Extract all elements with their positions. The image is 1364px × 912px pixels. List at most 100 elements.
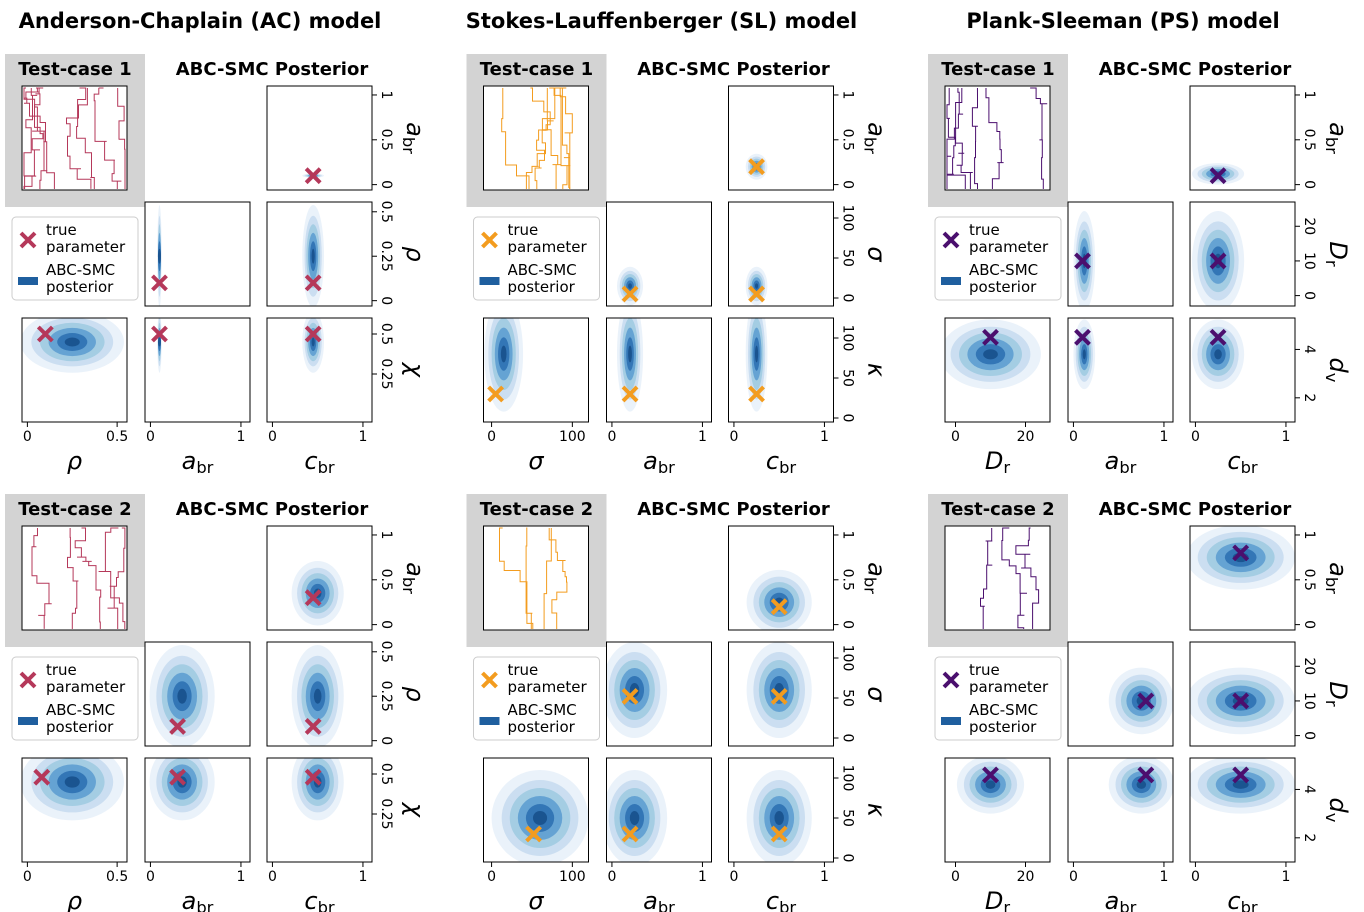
posterior-density xyxy=(65,338,80,347)
y-tick-label: 100 xyxy=(840,645,856,672)
panel xyxy=(157,205,161,307)
x-tick-label: 1 xyxy=(358,429,367,445)
legend-swatch xyxy=(941,717,961,725)
y-tick-label: 100 xyxy=(840,205,856,232)
model-title: Plank-Sleeman (PS) model xyxy=(966,9,1279,33)
posterior-density xyxy=(314,689,322,704)
panel xyxy=(1109,668,1174,735)
y-tick-label: 2 xyxy=(1301,393,1317,402)
x-tick-label: 1 xyxy=(1159,869,1168,885)
axis-label: cbr xyxy=(1227,447,1258,477)
legend-swatch xyxy=(18,717,38,725)
axis-label: χ xyxy=(401,361,429,378)
y-tick-label: 4 xyxy=(1301,345,1317,354)
y-tick-label: 0 xyxy=(378,296,394,305)
y-tick-label: 50 xyxy=(840,809,856,827)
panel xyxy=(940,319,1041,389)
y-tick-label: 10 xyxy=(1301,692,1317,710)
y-tick-label: 0 xyxy=(840,734,856,743)
y-tick-label: 0.5 xyxy=(378,323,394,345)
panel xyxy=(1186,525,1295,590)
legend-entry: true parameter xyxy=(969,662,1061,700)
axis-label: cbr xyxy=(766,447,797,477)
axis-label: cbr xyxy=(1227,887,1258,912)
panel xyxy=(302,205,324,307)
legend-entry: ABC-SMC posterior xyxy=(508,702,600,740)
axis-subscript: br xyxy=(400,137,419,154)
test-case-title: Test-case 2 xyxy=(480,499,593,520)
y-tick-label: 100 xyxy=(840,325,856,352)
axis-subscript: br xyxy=(1119,458,1136,477)
x-tick-label: 0 xyxy=(951,869,960,885)
posterior-density xyxy=(774,811,784,825)
model-title: Anderson-Chaplain (AC) model xyxy=(19,9,382,33)
axis-label: cbr xyxy=(304,447,335,477)
posterior-density xyxy=(755,283,758,289)
axis-label: σ xyxy=(863,246,891,262)
y-tick-label: 0 xyxy=(840,854,856,863)
x-tick-label: 20 xyxy=(1017,429,1035,445)
x-tick-label: 1 xyxy=(1281,869,1290,885)
x-tick-label: 0 xyxy=(1069,869,1078,885)
figure: Anderson-Chaplain (AC) modelTest-case 1A… xyxy=(0,0,1364,912)
thumbnail xyxy=(22,86,127,190)
legend-swatch xyxy=(480,717,500,725)
axis-symbol: χ xyxy=(401,801,429,818)
panel-frame xyxy=(729,86,834,190)
thumbnail xyxy=(945,86,1050,190)
axis-subscript: br xyxy=(1241,458,1258,477)
posterior-density xyxy=(983,349,998,359)
legend-entry: ABC-SMC posterior xyxy=(969,262,1061,300)
axis-symbol: a xyxy=(643,887,658,912)
axis-symbol: χ xyxy=(401,361,429,378)
y-tick-label: 0 xyxy=(1301,291,1317,300)
legend-label: true parameter xyxy=(969,662,1061,696)
axis-symbol: κ xyxy=(863,363,891,378)
panel xyxy=(157,311,161,372)
panel xyxy=(1192,319,1244,389)
axis-label: dv xyxy=(1323,358,1353,383)
x-tick-label: 0 xyxy=(23,869,32,885)
posterior-density xyxy=(630,811,640,825)
y-tick-label: 0 xyxy=(1301,180,1317,189)
y-tick-label: 1 xyxy=(840,531,856,540)
axis-label: ρ xyxy=(67,887,82,912)
y-tick-label: 0.5 xyxy=(378,763,394,785)
axis-subscript: br xyxy=(318,898,335,912)
axis-label: abr xyxy=(643,447,675,477)
panel xyxy=(302,311,324,372)
x-tick-label: 0 xyxy=(268,429,277,445)
legend-entry: ABC-SMC posterior xyxy=(46,702,138,740)
x-tick-label: 0 xyxy=(951,429,960,445)
legend-entry: true parameter xyxy=(46,662,138,700)
axis-subscript: br xyxy=(318,458,335,477)
legend-entry: true parameter xyxy=(969,222,1061,260)
axis-label: σ xyxy=(528,887,544,912)
axis-label: abr xyxy=(1323,562,1353,594)
posterior-density xyxy=(65,776,80,787)
thumbnail xyxy=(945,526,1050,630)
x-tick-label: 0 xyxy=(23,429,32,445)
posterior-density xyxy=(628,346,632,363)
axis-symbol: ρ xyxy=(67,887,82,912)
axis-label: cbr xyxy=(304,887,335,912)
x-tick-label: 0 xyxy=(607,429,616,445)
legend-label: true parameter xyxy=(46,222,138,256)
axis-subscript: br xyxy=(400,577,419,594)
x-tick-label: 0 xyxy=(1069,429,1078,445)
y-tick-label: 100 xyxy=(840,765,856,792)
axis-label: abr xyxy=(182,887,214,912)
axis-symbol: σ xyxy=(528,887,544,912)
axis-label: ρ xyxy=(401,246,429,261)
axis-subscript: br xyxy=(196,898,213,912)
axis-subscript: br xyxy=(1323,137,1342,154)
axis-label: κ xyxy=(863,363,891,378)
axis-label: abr xyxy=(861,562,891,594)
x-tick-label: 1 xyxy=(698,869,707,885)
y-tick-label: 20 xyxy=(1301,657,1317,675)
legend-label: ABC-SMC posterior xyxy=(969,702,1061,736)
x-tick-label: 1 xyxy=(236,869,245,885)
axis-symbol: c xyxy=(304,447,317,475)
y-tick-label: 0 xyxy=(840,620,856,629)
axis-label: dv xyxy=(1323,798,1353,823)
